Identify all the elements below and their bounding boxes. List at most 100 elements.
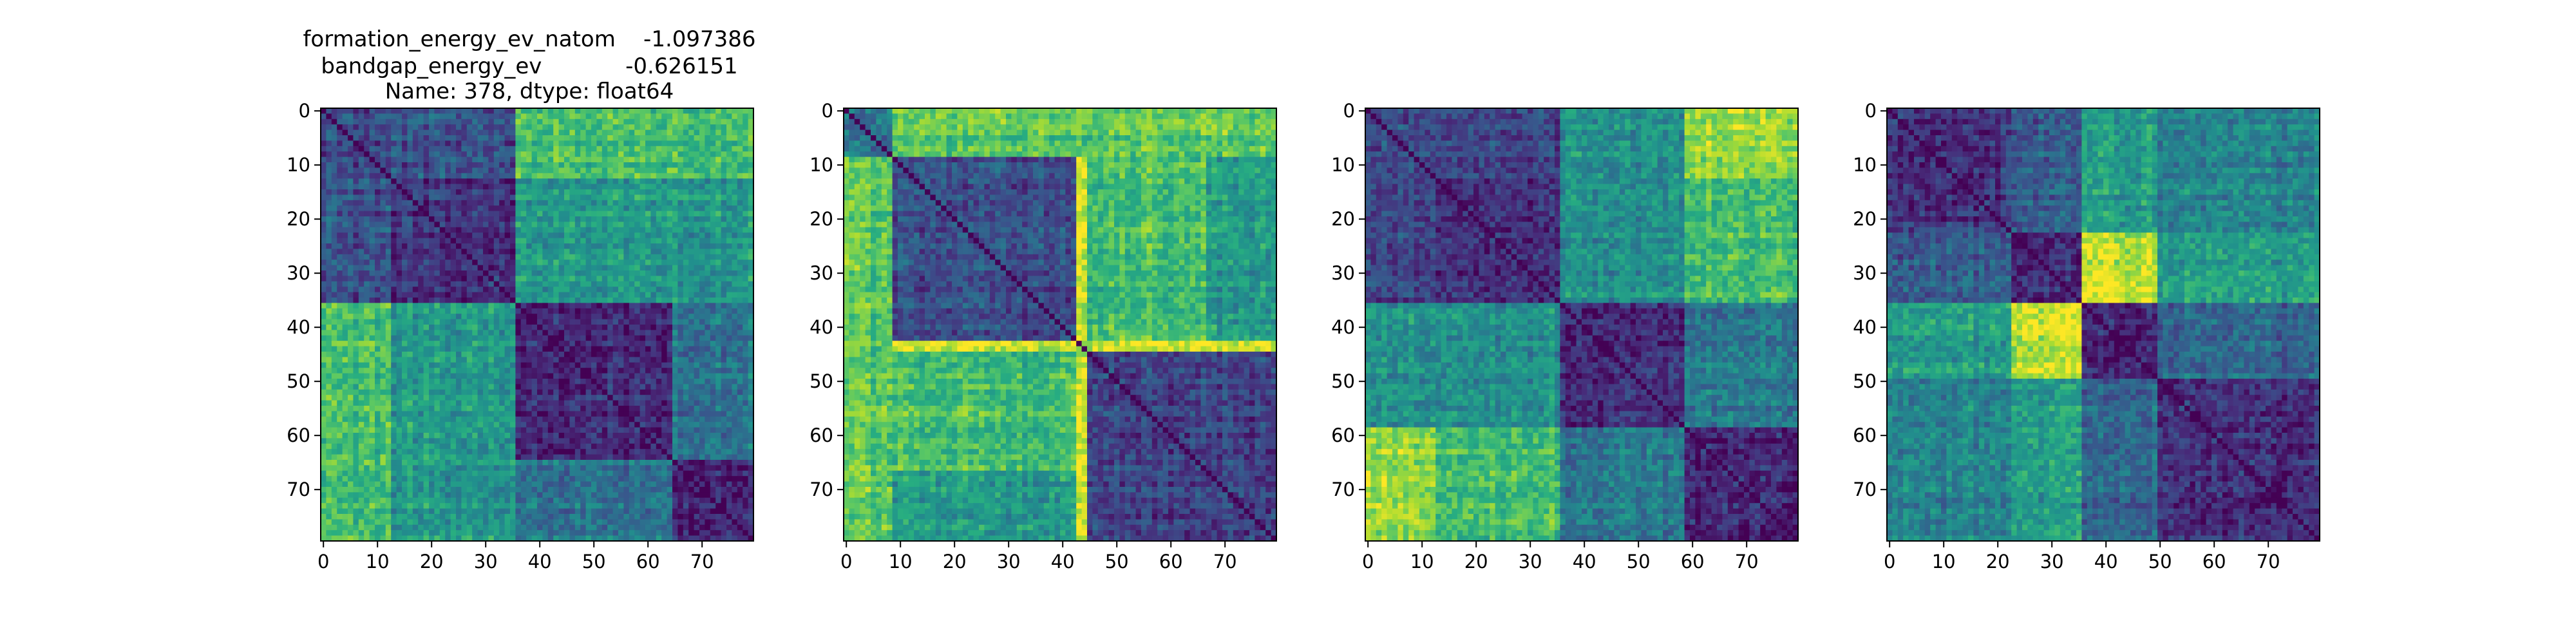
heatmap-cell [532,336,538,341]
heatmap-cell [743,173,748,179]
heatmap-cell [445,151,451,157]
heatmap-cell [677,374,683,379]
heatmap-cell [694,336,700,341]
heatmap-cell [580,363,586,368]
heatmap-cell [478,184,484,190]
heatmap-cell [575,341,581,346]
heatmap-cell [326,411,332,417]
heatmap-cell [596,162,602,168]
heatmap-cell [337,411,343,417]
heatmap-cell [634,417,640,422]
heatmap-cell [710,227,716,233]
heatmap-cell [483,292,489,298]
heatmap-cell [370,417,375,422]
heatmap-cell [386,357,392,363]
heatmap-cell [705,200,710,206]
heatmap-cell [499,146,505,152]
heatmap-cell [434,178,440,184]
heatmap-cell [380,184,386,190]
heatmap-cell [494,368,500,374]
heatmap-cell [650,178,656,184]
heatmap-cell [542,325,548,330]
heatmap-cell [472,336,478,341]
heatmap-cell [445,124,451,130]
heatmap-cell [580,287,586,292]
heatmap-cell [456,135,462,141]
heatmap-cell [429,325,435,330]
heatmap-cell [499,406,505,412]
heatmap-cell [505,146,511,152]
heatmap-cell [456,330,462,336]
heatmap-cell [564,232,570,238]
heatmap-cell [537,368,543,374]
heatmap-cell [656,319,662,325]
heatmap-cell [710,216,716,222]
heatmap-cell [607,205,613,211]
heatmap-cell [688,411,694,417]
heatmap-cell [542,140,548,146]
heatmap-cell [467,298,473,303]
heatmap-cell [380,319,386,325]
heatmap-cell [451,411,457,417]
heatmap-cell [483,227,489,233]
heatmap-cell [607,330,613,336]
heatmap-cell [370,390,375,395]
heatmap-cell [488,119,494,125]
heatmap-cell [499,395,505,401]
heatmap-cell [407,292,413,298]
heatmap-cell [650,292,656,298]
heatmap-cell [650,238,656,244]
heatmap-cell [467,341,473,346]
heatmap-cell [677,135,683,141]
heatmap-cell [353,227,359,233]
heatmap-cell [359,390,365,395]
heatmap-cell [337,200,343,206]
heatmap-cell [715,254,721,260]
heatmap-cell [386,276,392,281]
heatmap-cell [505,216,511,222]
heatmap-cell [467,211,473,217]
heatmap-cell [586,151,592,157]
heatmap-cell [391,238,397,244]
heatmap-cell [710,135,716,141]
heatmap-cell [553,346,559,352]
heatmap-cell [699,341,705,346]
heatmap-cell [370,184,375,190]
heatmap-cell [343,308,348,314]
heatmap-cell [618,390,624,395]
heatmap-cell [364,298,370,303]
heatmap-cell [548,184,554,190]
heatmap-cell [656,108,662,114]
heatmap-cell [472,108,478,114]
heatmap-cell [688,390,694,395]
heatmap-cell [526,390,532,395]
heatmap-cell [380,216,386,222]
heatmap-cell [575,374,581,379]
heatmap-cell [726,151,732,157]
heatmap-cell [710,167,716,173]
heatmap-cell [672,130,678,136]
heatmap-cell [472,222,478,227]
heatmap-cell [515,140,521,146]
heatmap-cell [364,189,370,195]
heatmap-cell [656,222,662,227]
heatmap-cell [564,162,570,168]
heatmap-cell [569,113,575,119]
heatmap-cell [478,178,484,184]
heatmap-cell [467,184,473,190]
heatmap-cell [715,265,721,271]
heatmap-cell [553,232,559,238]
heatmap-cell [321,146,327,152]
heatmap-cell [580,384,586,390]
heatmap-cell [353,189,359,195]
heatmap-cell [721,336,727,341]
heatmap-cell [661,238,667,244]
heatmap-cell [391,249,397,254]
heatmap-cell [326,238,332,244]
heatmap-cell [586,146,592,152]
heatmap-cell [726,276,732,281]
heatmap-cell [413,363,419,368]
heatmap-cell [359,438,365,444]
heatmap-cell [607,130,613,136]
heatmap-cell [548,119,554,125]
